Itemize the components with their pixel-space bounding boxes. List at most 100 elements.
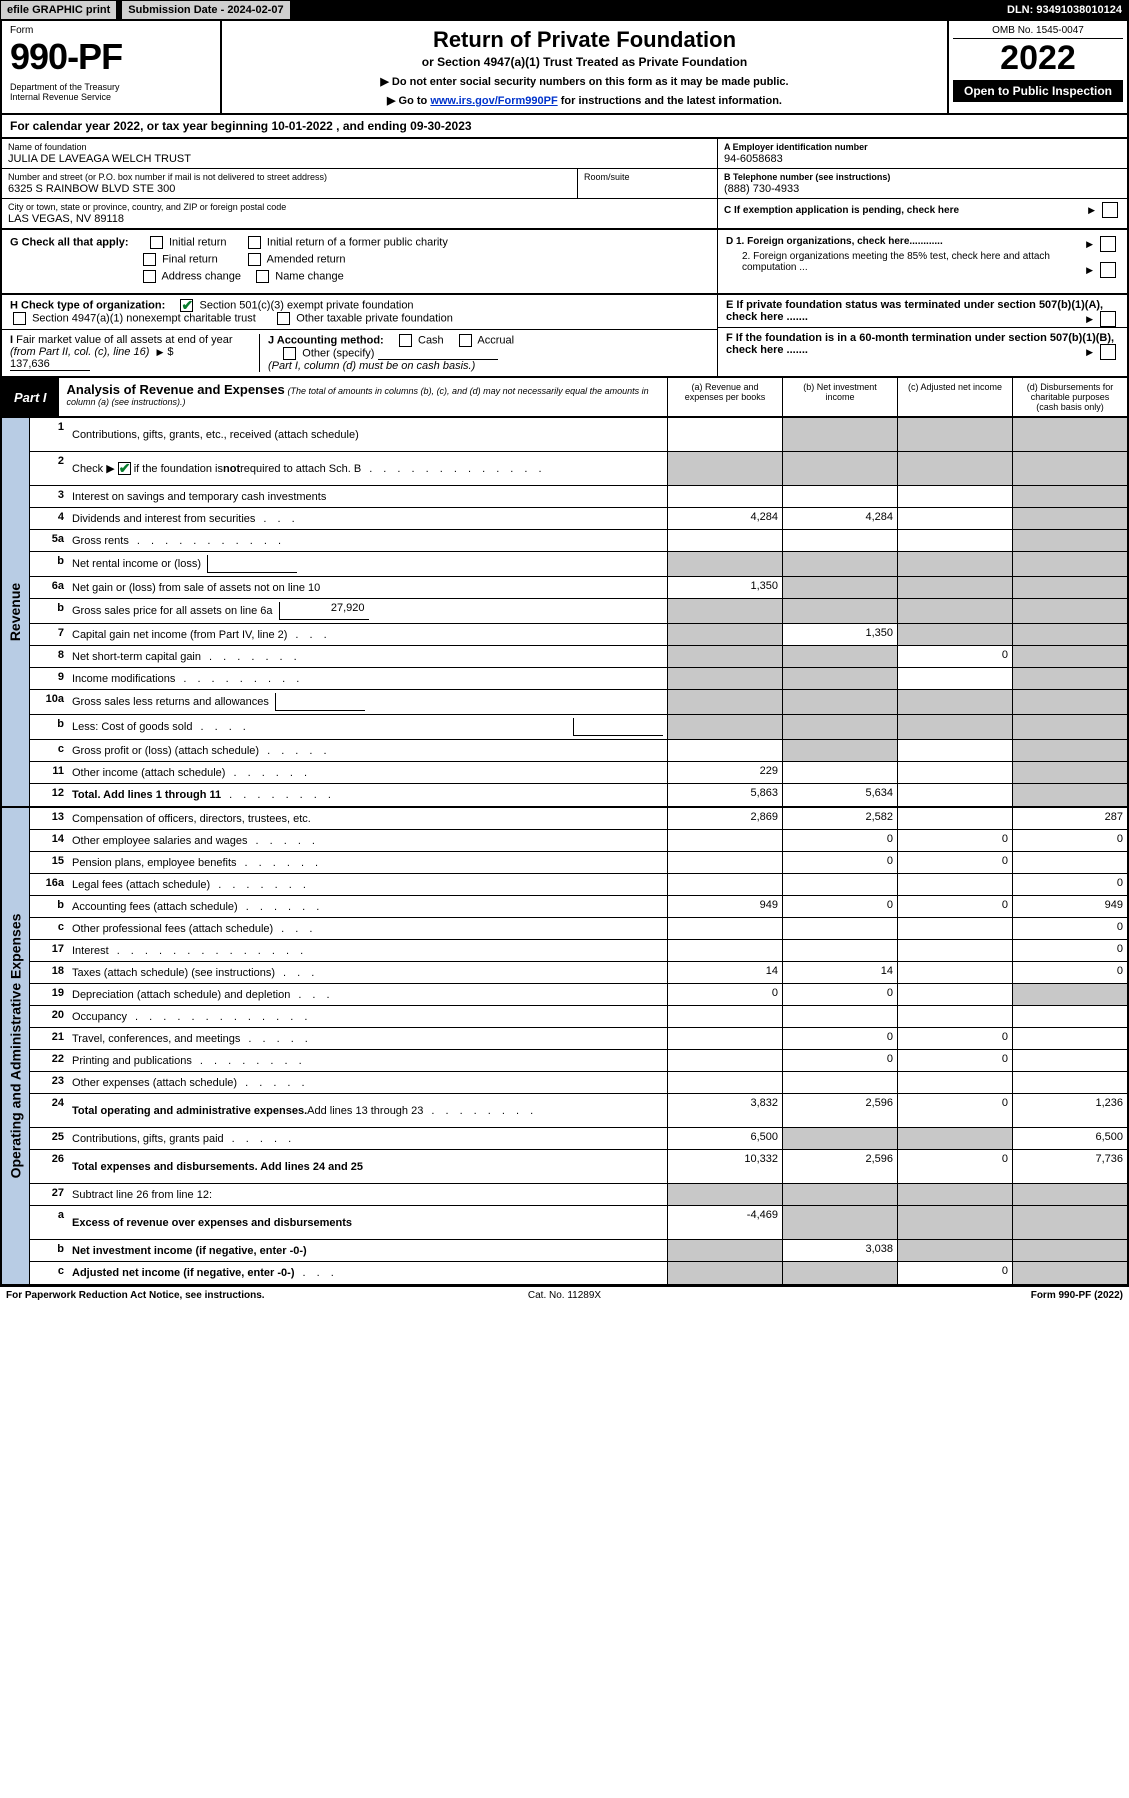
e-checkbox[interactable]	[1100, 311, 1116, 327]
line-19: Depreciation (attach schedule) and deple…	[68, 984, 667, 1005]
section-g-d: G Check all that apply: Initial return I…	[0, 230, 1129, 295]
line-27b: Net investment income (if negative, ente…	[68, 1240, 667, 1261]
revenue-table: Revenue 1Contributions, gifts, grants, e…	[0, 418, 1129, 808]
col-d-header: (d) Disbursements for charitable purpose…	[1012, 378, 1127, 416]
g-name-checkbox[interactable]	[256, 270, 269, 283]
j-cash-checkbox[interactable]	[399, 334, 412, 347]
expenses-side-label: Operating and Administrative Expenses	[2, 808, 30, 1284]
c-checkbox[interactable]	[1102, 202, 1118, 218]
line-24: Total operating and administrative expen…	[68, 1094, 667, 1127]
revenue-side-label: Revenue	[2, 418, 30, 806]
note-link: ▶ Go to www.irs.gov/Form990PF for instru…	[232, 94, 937, 107]
omb-number: OMB No. 1545-0047	[953, 25, 1123, 39]
arrow-icon	[1086, 346, 1093, 358]
g-addr-checkbox[interactable]	[143, 270, 156, 283]
line-17: Interest. . . . . . . . . . . . . .	[68, 940, 667, 961]
g-final-checkbox[interactable]	[143, 253, 156, 266]
d2-checkbox[interactable]	[1100, 262, 1116, 278]
line-15: Pension plans, employee benefits. . . . …	[68, 852, 667, 873]
foundation-name-label: Name of foundation	[8, 142, 711, 152]
f-label: F If the foundation is in a 60-month ter…	[726, 332, 1114, 356]
c-label: C If exemption application is pending, c…	[724, 205, 959, 216]
line-27: Subtract line 26 from line 12:	[68, 1184, 667, 1205]
tel-label: B Telephone number (see instructions)	[724, 172, 1121, 182]
form-subtitle: or Section 4947(a)(1) Trust Treated as P…	[232, 55, 937, 69]
col-b-header: (b) Net investment income	[782, 378, 897, 416]
form-label: Form	[10, 25, 212, 36]
city-label: City or town, state or province, country…	[8, 202, 711, 212]
city-value: LAS VEGAS, NV 89118	[8, 213, 711, 225]
line-10c: Gross profit or (loss) (attach schedule)…	[68, 740, 667, 761]
address-value: 6325 S RAINBOW BLVD STE 300	[8, 183, 571, 195]
d1-checkbox[interactable]	[1100, 236, 1116, 252]
h-4947-checkbox[interactable]	[13, 312, 26, 325]
open-public: Open to Public Inspection	[953, 80, 1123, 102]
line-27c: Adjusted net income (if negative, enter …	[68, 1262, 667, 1284]
line-22: Printing and publications. . . . . . . .	[68, 1050, 667, 1071]
line-16a: Legal fees (attach schedule). . . . . . …	[68, 874, 667, 895]
h-other-checkbox[interactable]	[277, 312, 290, 325]
line-6b: Gross sales price for all assets on line…	[68, 599, 667, 623]
h-501c3-checkbox[interactable]	[180, 299, 193, 312]
line-26: Total expenses and disbursements. Add li…	[68, 1150, 667, 1183]
h-label: H Check type of organization:	[10, 299, 165, 311]
dept-label: Department of the TreasuryInternal Reven…	[10, 82, 212, 102]
line-7: Capital gain net income (from Part IV, l…	[68, 624, 667, 645]
irs-link[interactable]: www.irs.gov/Form990PF	[430, 95, 557, 107]
j-other-checkbox[interactable]	[283, 347, 296, 360]
line-9: Income modifications. . . . . . . . .	[68, 668, 667, 689]
room-suite-label: Room/suite	[577, 169, 717, 198]
schb-checkbox[interactable]	[118, 462, 131, 475]
foundation-name: JULIA DE LAVEAGA WELCH TRUST	[8, 153, 711, 165]
calendar-year-row: For calendar year 2022, or tax year begi…	[0, 115, 1129, 139]
line-4: Dividends and interest from securities. …	[68, 508, 667, 529]
line-13: Compensation of officers, directors, tru…	[68, 808, 667, 829]
note-ssn: ▶ Do not enter social security numbers o…	[232, 75, 937, 88]
efile-tag[interactable]: efile GRAPHIC print	[1, 1, 118, 19]
j-accrual-checkbox[interactable]	[459, 334, 472, 347]
line-27a: Excess of revenue over expenses and disb…	[68, 1206, 667, 1239]
line-1: Contributions, gifts, grants, etc., rece…	[68, 418, 667, 451]
form-title: Return of Private Foundation	[232, 27, 937, 53]
form-header: Form 990-PF Department of the TreasuryIn…	[0, 20, 1129, 115]
line-16b: Accounting fees (attach schedule). . . .…	[68, 896, 667, 917]
col-a-header: (a) Revenue and expenses per books	[667, 378, 782, 416]
arrow-icon	[1086, 265, 1093, 276]
f-checkbox[interactable]	[1100, 344, 1116, 360]
col-c-header: (c) Adjusted net income	[897, 378, 1012, 416]
j-note: (Part I, column (d) must be on cash basi…	[268, 360, 475, 372]
top-bar: efile GRAPHIC print Submission Date - 20…	[0, 0, 1129, 20]
arrow-icon	[1086, 239, 1093, 250]
footer-center: Cat. No. 11289X	[378, 1290, 750, 1301]
expenses-table: Operating and Administrative Expenses 13…	[0, 808, 1129, 1286]
line-2: Check ▶ if the foundation is not require…	[68, 452, 667, 485]
address-label: Number and street (or P.O. box number if…	[8, 172, 571, 182]
line-12: Total. Add lines 1 through 11. . . . . .…	[68, 784, 667, 806]
line-16c: Other professional fees (attach schedule…	[68, 918, 667, 939]
g-initial-former-checkbox[interactable]	[248, 236, 261, 249]
line-8: Net short-term capital gain. . . . . . .	[68, 646, 667, 667]
g-initial-checkbox[interactable]	[150, 236, 163, 249]
tel-value: (888) 730-4933	[724, 183, 1121, 195]
arrow-icon	[1086, 313, 1093, 325]
line-21: Travel, conferences, and meetings. . . .…	[68, 1028, 667, 1049]
line-5a: Gross rents. . . . . . . . . . .	[68, 530, 667, 551]
footer: For Paperwork Reduction Act Notice, see …	[0, 1286, 1129, 1304]
dln-label: DLN: 93491038010124	[1001, 1, 1128, 19]
ein-value: 94-6058683	[724, 153, 1121, 165]
section-hijf: H Check type of organization: Section 50…	[0, 295, 1129, 378]
part1-tag: Part I	[2, 378, 59, 416]
line-20: Occupancy. . . . . . . . . . . . .	[68, 1006, 667, 1027]
line-23: Other expenses (attach schedule). . . . …	[68, 1072, 667, 1093]
arrow-icon	[156, 346, 163, 358]
j-label: J Accounting method:	[268, 334, 384, 346]
form-number: 990-PF	[10, 36, 212, 78]
line-25: Contributions, gifts, grants paid. . . .…	[68, 1128, 667, 1149]
line-10a: Gross sales less returns and allowances	[68, 690, 667, 714]
g-amended-checkbox[interactable]	[248, 253, 261, 266]
fmv-value: 137,636	[10, 358, 90, 371]
line-6a: Net gain or (loss) from sale of assets n…	[68, 577, 667, 598]
ein-label: A Employer identification number	[724, 142, 1121, 152]
line-11: Other income (attach schedule). . . . . …	[68, 762, 667, 783]
footer-left: For Paperwork Reduction Act Notice, see …	[6, 1290, 378, 1301]
